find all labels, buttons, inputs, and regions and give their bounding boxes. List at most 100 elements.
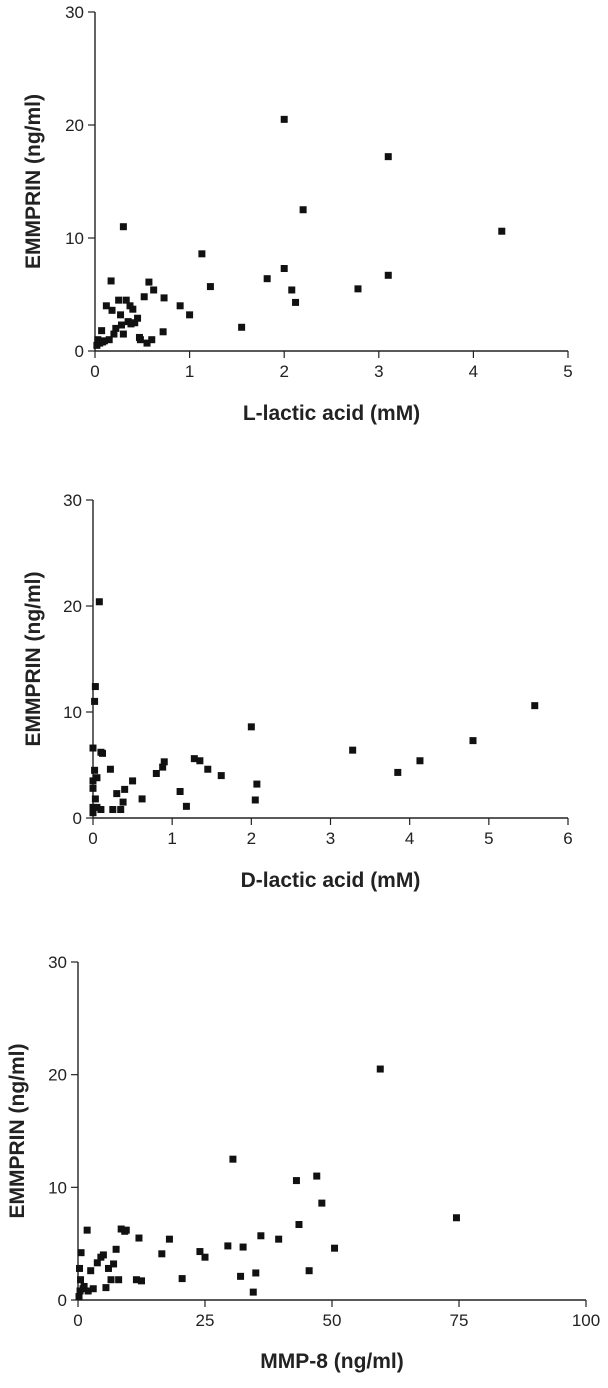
data-point [89,809,97,817]
data-point [76,1264,84,1272]
data-point [247,723,255,731]
data-point [89,1285,97,1293]
data-point [115,1276,123,1284]
data-point [77,1249,85,1257]
data-point [249,1288,257,1296]
data-point [75,1293,83,1301]
x-tick-label: 3 [326,829,335,848]
data-point [105,336,113,344]
data-point [107,1276,115,1284]
x-tick-label: 75 [450,1311,469,1330]
data-point [182,802,190,810]
data-point [136,336,144,344]
data-point [178,1275,186,1283]
data-point [89,744,97,752]
data-point [452,1214,460,1222]
data-point [313,1172,321,1180]
y-tick-label: 20 [65,116,84,135]
data-point [138,795,146,803]
data-point [98,327,106,335]
data-point [224,1242,232,1250]
data-point [159,328,167,336]
x-tick-label: 25 [196,1311,215,1330]
data-point [119,798,127,806]
x-tick-label: 0 [90,362,99,381]
data-point [119,330,127,338]
data-point [148,336,156,344]
data-point [376,1065,384,1073]
y-tick-label: 20 [63,597,82,616]
y-axis-label: EMMPRIN (ng/ml) [22,94,45,269]
data-point [384,271,392,279]
data-point [257,1232,265,1240]
panel-l-lactic: 0 10 20 30 0 1 2 3 4 5 L-lactic acid (mM) EMMPRIN (… [22,3,573,425]
data-point [113,790,121,798]
x-tick-label: 100 [572,1311,600,1330]
data-point [331,1244,339,1252]
data-point [204,765,212,773]
y-axis-label: EMMPRIN (ng/ml) [22,572,45,747]
data-point [115,296,123,304]
data-point [498,227,506,235]
data-point [112,324,120,332]
data-point [186,311,194,319]
data-point [100,337,108,345]
data-point [354,285,362,293]
data-point [292,298,300,306]
data-point [132,1276,140,1284]
data-point [95,598,103,606]
y-tick-label: 30 [63,491,82,510]
x-tick-label: 50 [323,1311,342,1330]
data-point [160,294,168,302]
data-point [110,330,118,338]
x-tick-label: 0 [88,829,97,848]
data-point [93,1259,101,1267]
data-point [93,774,101,782]
x-tick-label: 1 [185,362,194,381]
data-point [349,746,357,754]
data-point [117,311,125,319]
x-axis-label: D-lactic acid (mM) [241,869,421,892]
data-point [93,803,101,811]
data-point [89,784,97,792]
data-point [152,769,160,777]
data-point [99,1251,107,1259]
data-point [288,286,296,294]
data-point [122,1226,130,1234]
x-tick-label: 1 [167,829,176,848]
y-tick-label: 0 [75,342,84,361]
data-point [295,1221,303,1229]
data-point [99,749,106,757]
data-point [117,1225,125,1233]
data-point [280,265,288,273]
data-point [176,788,184,795]
data-point [198,250,206,258]
y-axis-label: EMMPRIN (ng/ml) [6,1044,29,1219]
data-point [158,1250,166,1258]
data-point [299,206,307,214]
data-point [251,796,259,804]
data-point [160,758,168,766]
data-point [143,339,151,347]
data-point [138,1277,145,1285]
data-point [121,785,129,793]
data-point [104,1264,112,1272]
data-point [229,1155,237,1163]
data-point [84,1287,92,1295]
data-point [106,765,114,773]
y-tick-label: 0 [58,1291,67,1310]
data-point [150,286,158,294]
data-point [145,278,153,286]
data-point [117,806,125,814]
data-point [196,1248,204,1256]
data-point [135,1234,143,1242]
data-point [109,806,117,814]
x-tick-label: 4 [469,362,478,381]
x-tick-label: 2 [279,362,288,381]
data-point [196,757,204,765]
x-axis-label: L-lactic acid (mM) [243,402,420,425]
y-tick-label: 10 [63,703,82,722]
data-point [252,1269,260,1277]
panel-d-lactic: 0 10 20 30 0 1 2 3 4 5 6 D-lactic acid (mM) EMMPRIN … [22,491,573,892]
